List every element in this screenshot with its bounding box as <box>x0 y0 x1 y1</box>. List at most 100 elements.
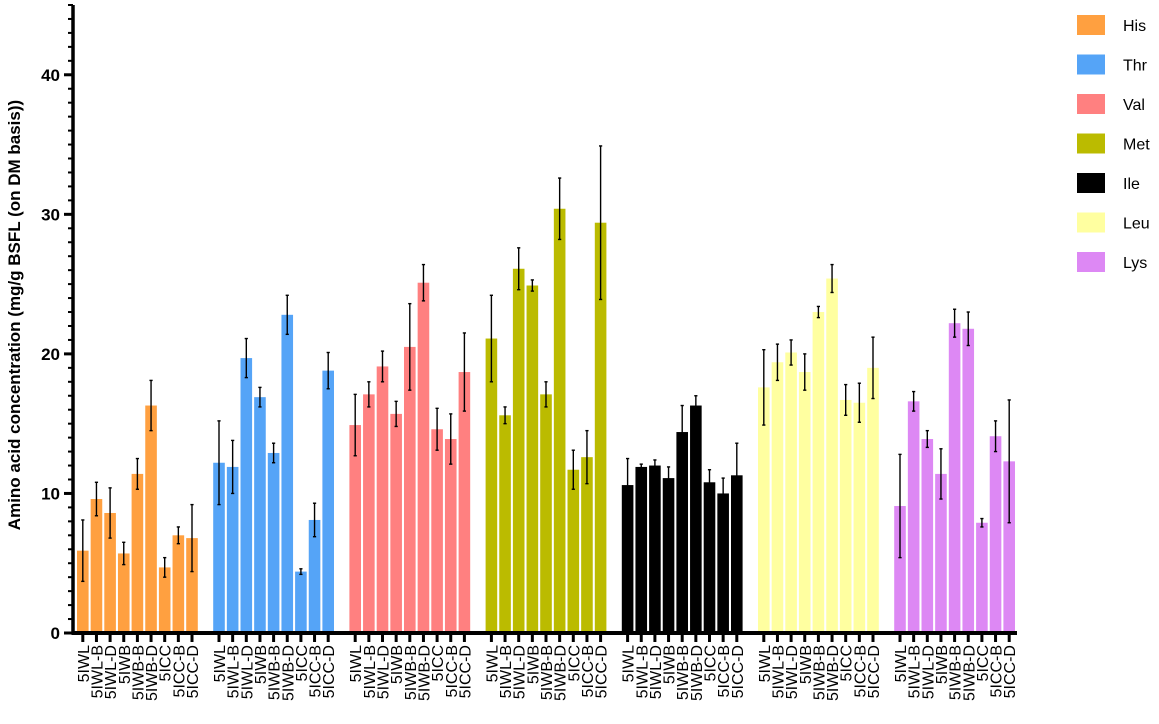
bar-lys-5iwl-d <box>921 439 934 633</box>
x-tick-label: 5ICC <box>839 645 856 681</box>
legend: His Thr Val Met Ile Leu Lys <box>1077 15 1150 272</box>
bar-thr-5icc-d <box>322 370 334 633</box>
bar-leu-5iwl <box>758 387 770 633</box>
bars-layer <box>77 145 1015 634</box>
bar-thr-5iwl <box>213 462 225 633</box>
bar-ile-5icc-d <box>731 475 743 633</box>
bar-met-5icc-b <box>581 457 593 633</box>
bar-lys-5icc-d <box>1003 461 1015 633</box>
bar-ile-5iwl <box>621 485 634 633</box>
y-tick-label: 30 <box>41 205 60 224</box>
bar-val-5iwb-b <box>404 346 416 633</box>
bar-val-5icc-d <box>458 372 471 633</box>
bar-met-5iwl-b <box>499 415 511 633</box>
legend-label-leu: Leu <box>1123 216 1150 233</box>
labels-layer: 5IWL5IWL-B5IWL-D5IWB5IWB-B5IWB-D5ICC5ICC… <box>41 66 1019 701</box>
x-tick-label: 5IWL-B <box>634 645 651 698</box>
x-tick-label: 5IWL-D <box>784 645 801 699</box>
bar-his-5icc-b <box>172 535 185 633</box>
legend-swatch-met <box>1077 133 1105 154</box>
bar-ile-5iwl-b <box>635 466 648 633</box>
legend-label-lys: Lys <box>1123 255 1147 272</box>
legend-label-his: His <box>1123 18 1146 35</box>
x-tick-label: 5ICC-D <box>321 645 338 698</box>
x-tick-label: 5ICC-B <box>716 645 733 697</box>
x-tick-label: 5ICC-D <box>457 645 474 698</box>
y-axis-title: Amino acid concentration (mg/g BSFL (on … <box>5 100 24 530</box>
y-tick-label: 0 <box>51 624 60 643</box>
bar-met-5icc-d <box>594 222 607 633</box>
x-tick-label: 5IWL <box>757 645 774 682</box>
x-tick-label: 5IWL-B <box>89 645 106 698</box>
x-tick-label: 5ICC-B <box>308 645 325 697</box>
bar-lys-5icc <box>976 522 988 633</box>
bar-his-5iwb-b <box>131 473 144 633</box>
x-tick-label: 5IWL-B <box>907 645 924 698</box>
bar-ile-5icc-b <box>717 493 729 633</box>
legend-label-val: Val <box>1123 97 1145 114</box>
bar-his-5icc <box>158 567 171 633</box>
bar-lys-5iwb-d <box>962 328 975 633</box>
x-tick-label: 5IWB-D <box>961 645 978 701</box>
x-tick-label: 5IWB-D <box>825 645 842 701</box>
x-tick-label: 5ICC-B <box>852 645 869 697</box>
x-tick-label: 5ICC <box>430 645 447 681</box>
bar-leu-5iwb <box>798 372 811 633</box>
bar-his-5iwl <box>77 550 89 633</box>
bar-ile-5iwb <box>662 478 675 633</box>
axes-layer <box>64 4 1017 642</box>
x-tick-label: 5ICC-B <box>989 645 1006 697</box>
bar-leu-5icc-d <box>867 367 879 633</box>
bar-thr-5iwb-b <box>267 452 280 633</box>
bar-leu-5iwl-d <box>785 352 797 633</box>
x-tick-label: 5ICC-D <box>185 645 202 698</box>
x-tick-label: 5IWB-D <box>416 645 433 701</box>
bar-his-5iwl-b <box>90 499 103 633</box>
bar-val-5iwl-d <box>376 366 389 633</box>
bar-val-5iwb-d <box>417 282 430 633</box>
bar-leu-5iwl-b <box>771 362 784 633</box>
legend-swatch-lys <box>1077 252 1105 272</box>
x-tick-label: 5IWL-D <box>103 645 120 699</box>
x-tick-label: 5IWL <box>893 645 910 682</box>
bar-his-5iwl-d <box>104 512 116 633</box>
bar-thr-5iwb-d <box>281 314 294 633</box>
bar-met-5iwb-d <box>553 208 566 634</box>
x-tick-label: 5IWB-B <box>811 645 828 700</box>
x-tick-label: 5IWB-D <box>144 645 161 701</box>
bar-thr-5iwl-d <box>240 358 253 633</box>
bar-lys-5iwb <box>935 473 947 633</box>
x-tick-label: 5IWB-B <box>948 645 965 700</box>
x-tick-label: 5IWL <box>484 645 501 682</box>
x-tick-label: 5ICC <box>158 645 175 681</box>
x-tick-label: 5IWL <box>76 645 93 682</box>
x-tick-label: 5ICC <box>975 645 992 681</box>
bar-thr-5iwb <box>254 397 266 633</box>
x-tick-label: 5IWB-D <box>280 645 297 701</box>
legend-swatch-leu <box>1077 212 1105 233</box>
x-tick-label: 5IWL <box>348 645 365 682</box>
x-tick-label: 5ICC-D <box>594 645 611 698</box>
x-tick-label: 5IWB <box>662 645 679 684</box>
bar-met-5iwb-b <box>540 394 552 633</box>
x-tick-label: 5IWB <box>389 645 406 684</box>
bar-ile-5iwb-b <box>676 432 688 633</box>
bar-his-5icc-d <box>186 538 198 633</box>
y-tick-label: 20 <box>41 345 60 364</box>
x-tick-label: 5IWL-B <box>226 645 243 698</box>
x-tick-label: 5IWB-B <box>267 645 284 700</box>
bar-val-5iwl-b <box>363 394 375 633</box>
bar-leu-5iwb-d <box>826 278 838 633</box>
y-tick-label: 10 <box>41 484 60 503</box>
bar-his-5iwb-d <box>145 405 157 633</box>
bar-leu-5icc <box>839 399 852 633</box>
x-tick-label: 5IWL-D <box>239 645 256 699</box>
x-tick-label: 5IWL-D <box>376 645 393 699</box>
x-tick-label: 5IWB <box>525 645 542 684</box>
bar-val-5iwl <box>349 425 361 633</box>
x-tick-label: 5IWL-D <box>512 645 529 699</box>
bar-met-5iwl-d <box>512 268 525 633</box>
x-tick-label: 5IWB-B <box>675 645 692 700</box>
x-tick-label: 5ICC-B <box>444 645 461 697</box>
